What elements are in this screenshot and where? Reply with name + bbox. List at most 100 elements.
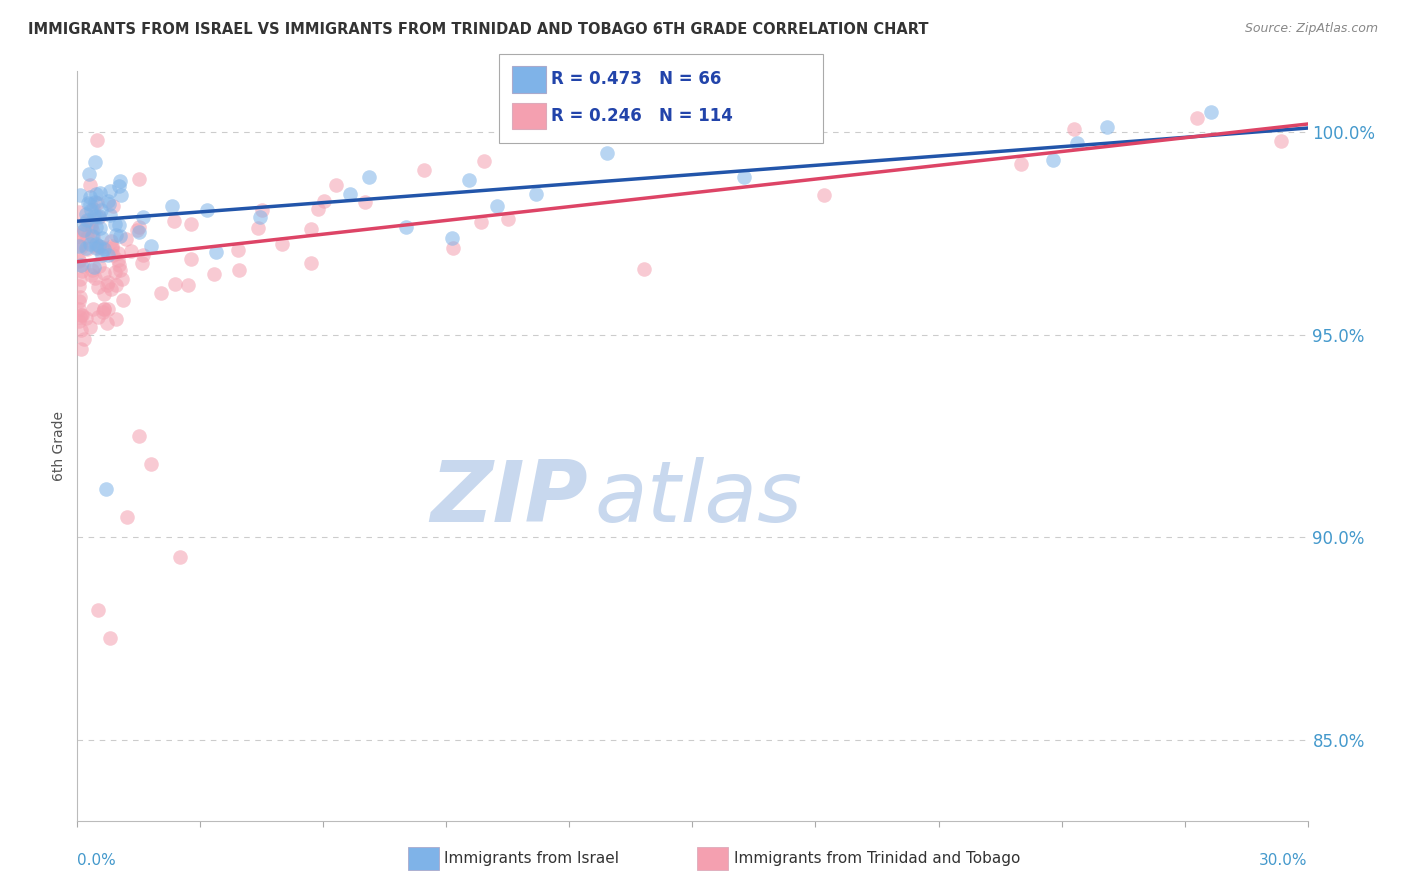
Point (72, 224, 94, 238)
Point (87, 239, 110, 253)
Text: R = 0.473   N = 66: R = 0.473 N = 66 (551, 70, 721, 88)
Point (69, 342, 91, 356)
Point (100, 241, 122, 255)
Point (108, 174, 131, 188)
Point (104, 217, 127, 231)
Point (80, 202, 103, 217)
Point (72, 308, 94, 322)
Point (69, 188, 91, 202)
Point (132, 210, 155, 224)
Point (1042, 153, 1064, 167)
Point (70, 258, 93, 272)
Point (180, 252, 202, 266)
Point (69, 237, 91, 252)
Point (91, 248, 114, 262)
Point (115, 509, 138, 524)
Point (87, 310, 110, 324)
Point (524, 186, 547, 201)
Point (139, 239, 162, 253)
Point (325, 178, 347, 193)
Text: 0.0%: 0.0% (77, 853, 117, 868)
Point (86, 133, 108, 147)
Point (247, 220, 270, 235)
Point (228, 263, 250, 277)
Point (131, 255, 153, 269)
Point (141, 457, 163, 471)
Point (67, 238, 90, 252)
Point (77, 195, 100, 210)
Point (97, 247, 120, 261)
Point (67, 253, 90, 268)
Point (205, 245, 228, 260)
Point (75, 241, 97, 255)
Point (107, 253, 129, 268)
Point (67, 314, 90, 328)
Point (394, 219, 416, 234)
Point (80, 222, 103, 236)
Point (93, 301, 115, 316)
Point (100, 282, 122, 296)
Text: Immigrants from Trinidad and Tobago: Immigrants from Trinidad and Tobago (734, 851, 1021, 865)
Point (163, 277, 186, 292)
Point (76, 229, 98, 244)
Point (457, 173, 479, 187)
Point (70, 239, 93, 253)
Point (813, 188, 835, 202)
Point (93, 286, 115, 301)
Point (79, 178, 101, 192)
Point (87, 239, 110, 253)
Point (470, 214, 492, 228)
Point (87, 209, 110, 223)
Point (114, 232, 136, 246)
Point (91, 231, 114, 245)
Point (108, 263, 131, 277)
Point (73, 332, 96, 346)
Point (98, 184, 121, 198)
Point (633, 262, 655, 277)
Point (695, 109, 717, 123)
Point (252, 202, 274, 217)
Point (77, 167, 100, 181)
Point (67, 254, 90, 268)
Point (353, 194, 375, 209)
Point (496, 212, 519, 227)
Point (93, 266, 115, 280)
Point (128, 219, 150, 234)
Point (120, 244, 142, 258)
Point (82, 202, 104, 216)
Point (69, 310, 91, 324)
Point (105, 311, 128, 326)
Point (1270, 134, 1292, 148)
Point (77, 213, 100, 227)
Y-axis label: 6th Grade: 6th Grade (52, 411, 66, 481)
Point (101, 248, 124, 262)
Point (90, 202, 112, 217)
Point (83, 209, 105, 223)
Point (87, 241, 110, 255)
Point (67, 205, 90, 219)
Text: Immigrants from Israel: Immigrants from Israel (444, 851, 619, 865)
Point (76, 243, 98, 257)
Point (89, 186, 111, 201)
Point (441, 241, 464, 255)
Point (94, 482, 117, 496)
Point (84, 241, 107, 255)
Point (103, 199, 125, 213)
Point (104, 265, 127, 279)
Point (339, 187, 361, 202)
Point (67, 279, 90, 293)
Point (75, 311, 97, 326)
Point (70, 264, 93, 278)
Point (80, 219, 103, 234)
Point (195, 203, 218, 218)
Point (104, 278, 127, 293)
Point (249, 210, 271, 224)
Point (84, 220, 107, 235)
Point (486, 199, 509, 213)
Point (128, 171, 150, 186)
Point (67, 228, 90, 243)
Point (177, 277, 200, 292)
Text: Source: ZipAtlas.com: Source: ZipAtlas.com (1244, 22, 1378, 36)
Point (620, 128, 643, 143)
Point (69, 289, 91, 303)
